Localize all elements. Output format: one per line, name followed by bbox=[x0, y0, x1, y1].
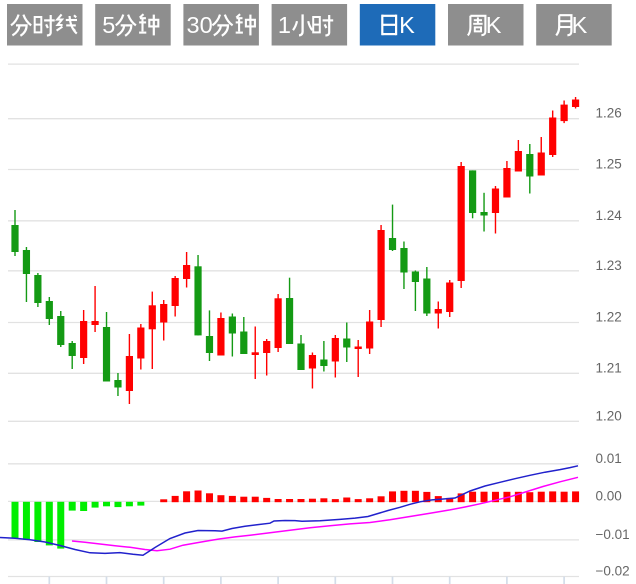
svg-text:K: K bbox=[399, 12, 415, 38]
svg-text:0.00: 0.00 bbox=[596, 488, 622, 503]
svg-text:1.26: 1.26 bbox=[596, 106, 622, 121]
svg-text:5: 5 bbox=[102, 12, 115, 38]
svg-text:K: K bbox=[572, 12, 588, 38]
svg-text:30: 30 bbox=[187, 12, 213, 38]
svg-text:0.01: 0.01 bbox=[596, 451, 622, 466]
svg-text:1.22: 1.22 bbox=[596, 310, 622, 325]
svg-text:1.21: 1.21 bbox=[596, 360, 622, 375]
svg-text:−0.02: −0.02 bbox=[596, 564, 630, 579]
svg-text:1.24: 1.24 bbox=[596, 208, 623, 223]
svg-text:K: K bbox=[486, 12, 502, 38]
svg-text:−0.01: −0.01 bbox=[596, 527, 630, 542]
svg-text:1.23: 1.23 bbox=[596, 258, 622, 273]
svg-text:1.20: 1.20 bbox=[596, 408, 622, 423]
svg-text:1: 1 bbox=[278, 12, 291, 38]
svg-text:1.25: 1.25 bbox=[596, 157, 622, 172]
